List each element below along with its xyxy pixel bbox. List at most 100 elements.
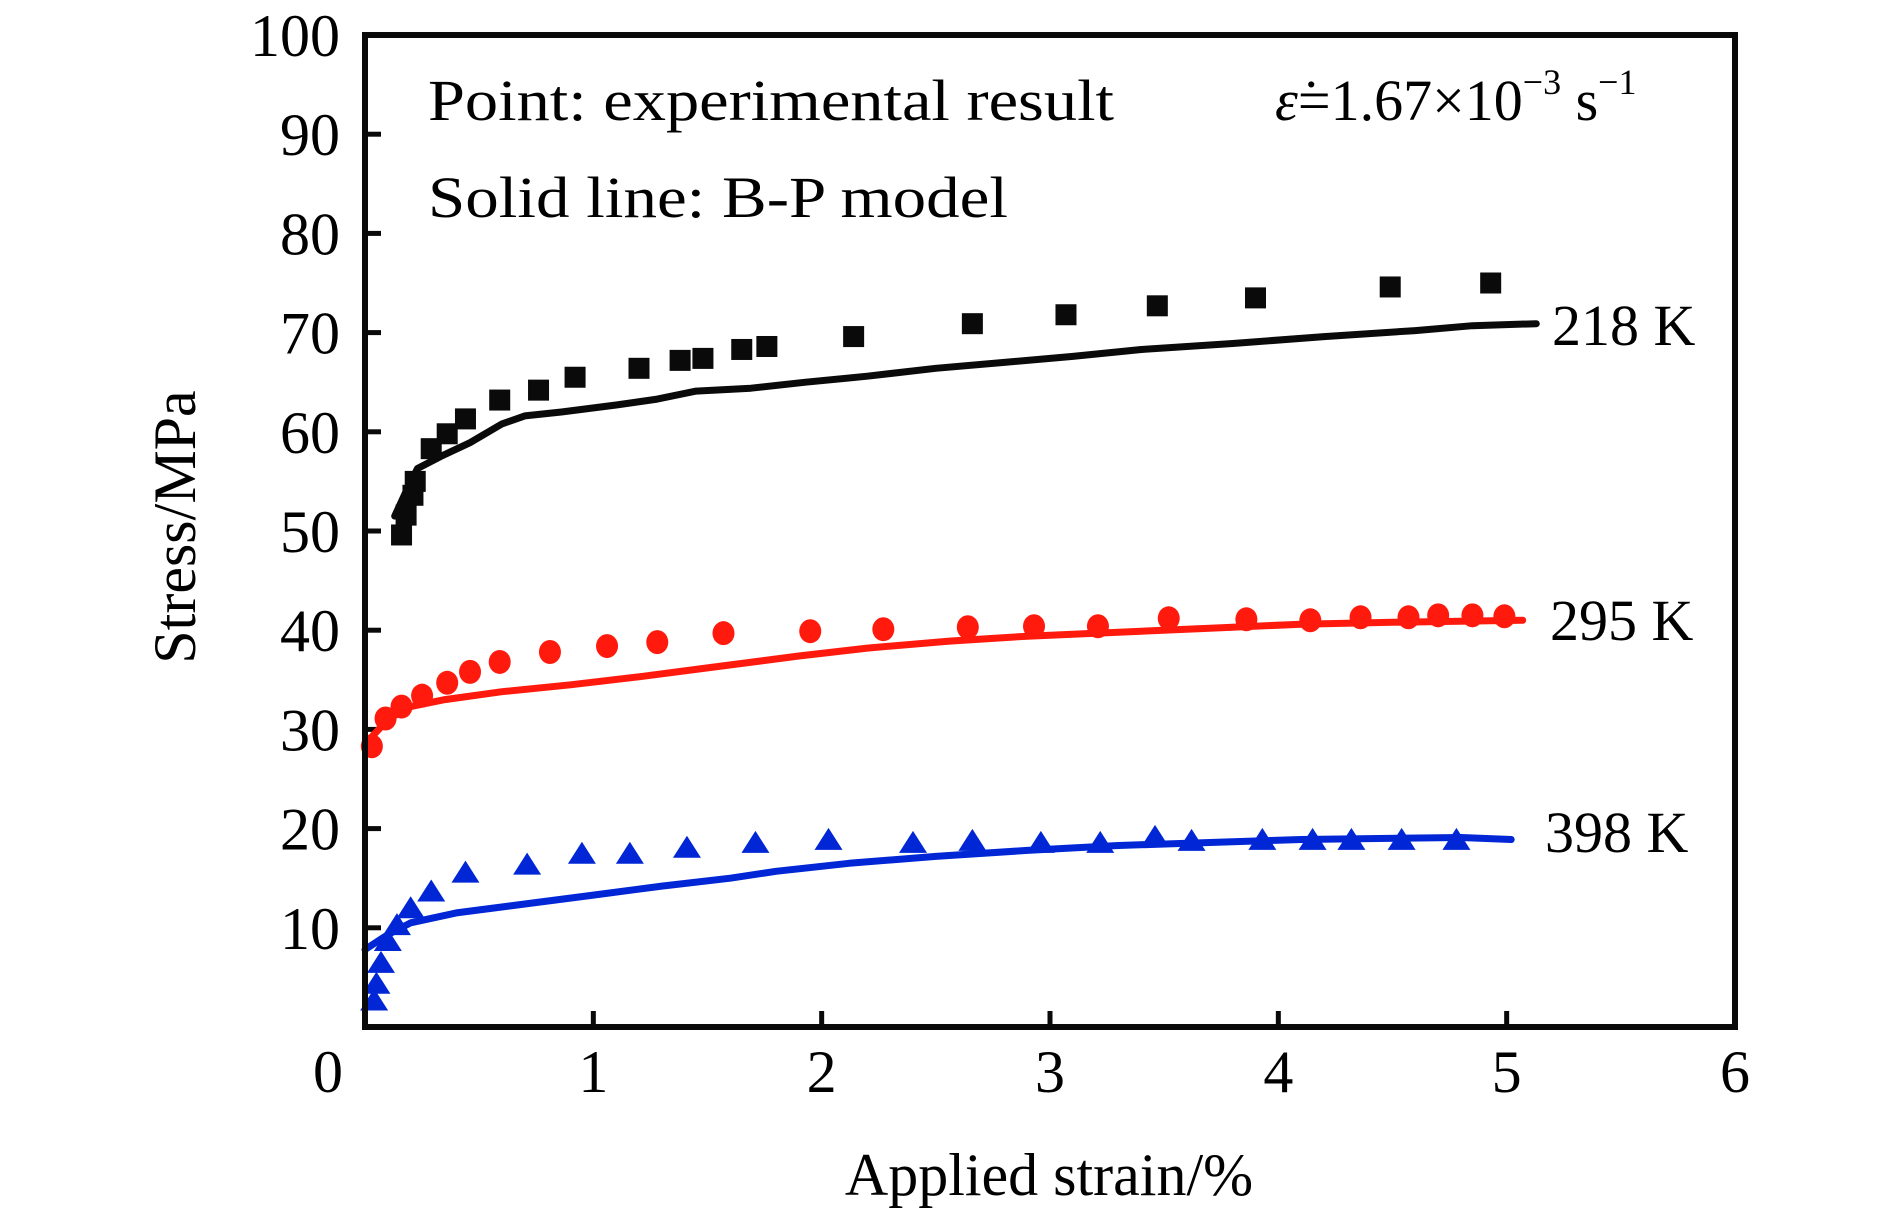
strain-rate-value: =1.67×10 bbox=[1298, 68, 1523, 133]
data-point-398k bbox=[899, 830, 927, 853]
data-point-398k bbox=[366, 950, 395, 973]
x-axis-title: Applied strain/% bbox=[845, 1142, 1253, 1208]
data-point-218k bbox=[489, 389, 511, 411]
data-point-295k bbox=[1023, 614, 1046, 639]
data-point-398k bbox=[814, 827, 843, 850]
y-tick-label: 100 bbox=[250, 3, 340, 69]
data-point-398k bbox=[362, 971, 391, 994]
data-point-295k bbox=[1235, 607, 1258, 632]
x-tick-label: 4 bbox=[1263, 1039, 1293, 1105]
data-point-295k bbox=[411, 683, 434, 708]
data-point-398k bbox=[1248, 827, 1277, 850]
data-point-218k bbox=[843, 326, 865, 348]
data-point-295k bbox=[712, 621, 735, 646]
data-point-218k bbox=[1146, 295, 1168, 317]
series-label-295k: 295 K bbox=[1550, 588, 1694, 653]
experimental-markers bbox=[360, 272, 1516, 1011]
plot-frame bbox=[362, 32, 1738, 1030]
series-label-398k: 398 K bbox=[1545, 800, 1689, 865]
data-point-295k bbox=[596, 634, 619, 659]
x-tick-label: 6 bbox=[1720, 1039, 1750, 1105]
x-tick-label: 1 bbox=[578, 1039, 608, 1105]
model-curve-218k bbox=[391, 320, 1540, 520]
y-axis-title: Stress/MPa bbox=[142, 390, 208, 663]
annotation-line-note: Solid line: B-P model bbox=[428, 165, 1008, 230]
data-point-218k bbox=[628, 357, 650, 379]
data-point-218k bbox=[692, 347, 714, 369]
data-point-218k bbox=[756, 335, 778, 357]
data-point-295k bbox=[390, 694, 413, 719]
data-point-398k bbox=[1086, 830, 1115, 853]
data-point-295k bbox=[1157, 606, 1180, 631]
model-curve-295k bbox=[366, 616, 1527, 743]
data-point-295k bbox=[956, 615, 979, 640]
data-point-398k bbox=[958, 828, 987, 851]
data-point-295k bbox=[1427, 603, 1450, 628]
data-point-398k bbox=[373, 929, 402, 952]
model-curves bbox=[361, 320, 1540, 954]
data-point-398k bbox=[1387, 827, 1416, 850]
data-point-398k bbox=[1141, 824, 1170, 847]
data-point-295k bbox=[1461, 603, 1484, 628]
data-point-398k bbox=[1177, 828, 1206, 851]
data-point-218k bbox=[1379, 276, 1401, 298]
data-point-295k bbox=[1397, 605, 1420, 630]
x-tick-label: 2 bbox=[807, 1039, 837, 1105]
data-point-218k bbox=[454, 408, 476, 430]
data-point-398k bbox=[1337, 827, 1366, 850]
data-point-218k bbox=[961, 313, 983, 335]
data-point-295k bbox=[1299, 608, 1322, 633]
data-point-218k bbox=[395, 504, 417, 526]
axis-ticks: 1 2 3 4 5 6 10 20 30 40 50 60 70 80 90 100 bbox=[250, 3, 1750, 1105]
data-point-295k bbox=[1349, 605, 1372, 630]
data-point-295k bbox=[799, 619, 822, 644]
strain-rate-exponent: −3 bbox=[1523, 62, 1561, 102]
data-point-398k bbox=[451, 860, 480, 883]
data-point-295k bbox=[538, 640, 561, 665]
data-point-398k bbox=[417, 879, 446, 902]
data-point-295k bbox=[488, 649, 511, 674]
data-point-398k bbox=[1442, 827, 1471, 850]
data-point-398k bbox=[1026, 830, 1055, 853]
y-tick-label: 60 bbox=[280, 400, 340, 466]
data-point-398k bbox=[567, 841, 596, 864]
data-point-218k bbox=[564, 366, 586, 388]
y-tick-label: 40 bbox=[280, 598, 340, 664]
data-point-218k bbox=[528, 379, 550, 401]
y-tick-label: 10 bbox=[280, 896, 340, 962]
data-point-295k bbox=[872, 617, 895, 642]
x-tick-label: 3 bbox=[1035, 1039, 1065, 1105]
data-point-295k bbox=[646, 630, 669, 655]
data-point-295k bbox=[1493, 604, 1516, 629]
data-point-398k bbox=[382, 913, 411, 936]
y-tick-label: 20 bbox=[280, 797, 340, 863]
y-tick-label: 90 bbox=[280, 102, 340, 168]
data-point-398k bbox=[1298, 827, 1327, 850]
data-point-398k bbox=[672, 835, 701, 858]
data-point-398k bbox=[396, 896, 425, 919]
data-point-398k bbox=[513, 852, 542, 875]
series-label-218k: 218 K bbox=[1552, 293, 1696, 358]
data-point-218k bbox=[420, 438, 442, 460]
data-point-295k bbox=[374, 706, 397, 731]
y-tick-label: 50 bbox=[280, 499, 340, 565]
data-point-295k bbox=[436, 670, 459, 695]
data-point-218k bbox=[436, 423, 458, 445]
data-point-218k bbox=[1055, 304, 1077, 326]
model-curve-398k bbox=[361, 834, 1515, 954]
data-point-295k bbox=[1086, 614, 1109, 639]
annotation-strain-rate: ε̇=1.67×10−3 s−1 bbox=[1275, 62, 1636, 133]
data-point-218k bbox=[391, 524, 413, 546]
x-tick-label: 5 bbox=[1492, 1039, 1522, 1105]
annotation-points-note: Point: experimental result bbox=[428, 68, 1114, 133]
data-point-295k bbox=[459, 659, 482, 684]
y-tick-label: 70 bbox=[280, 301, 340, 367]
y-tick-label: 80 bbox=[280, 201, 340, 267]
data-point-218k bbox=[1245, 287, 1266, 309]
data-point-218k bbox=[669, 349, 691, 371]
strain-rate-unit: s bbox=[1561, 68, 1598, 133]
origin-tick-label: 0 bbox=[313, 1039, 343, 1105]
data-point-398k bbox=[741, 830, 770, 853]
data-point-218k bbox=[404, 470, 426, 492]
